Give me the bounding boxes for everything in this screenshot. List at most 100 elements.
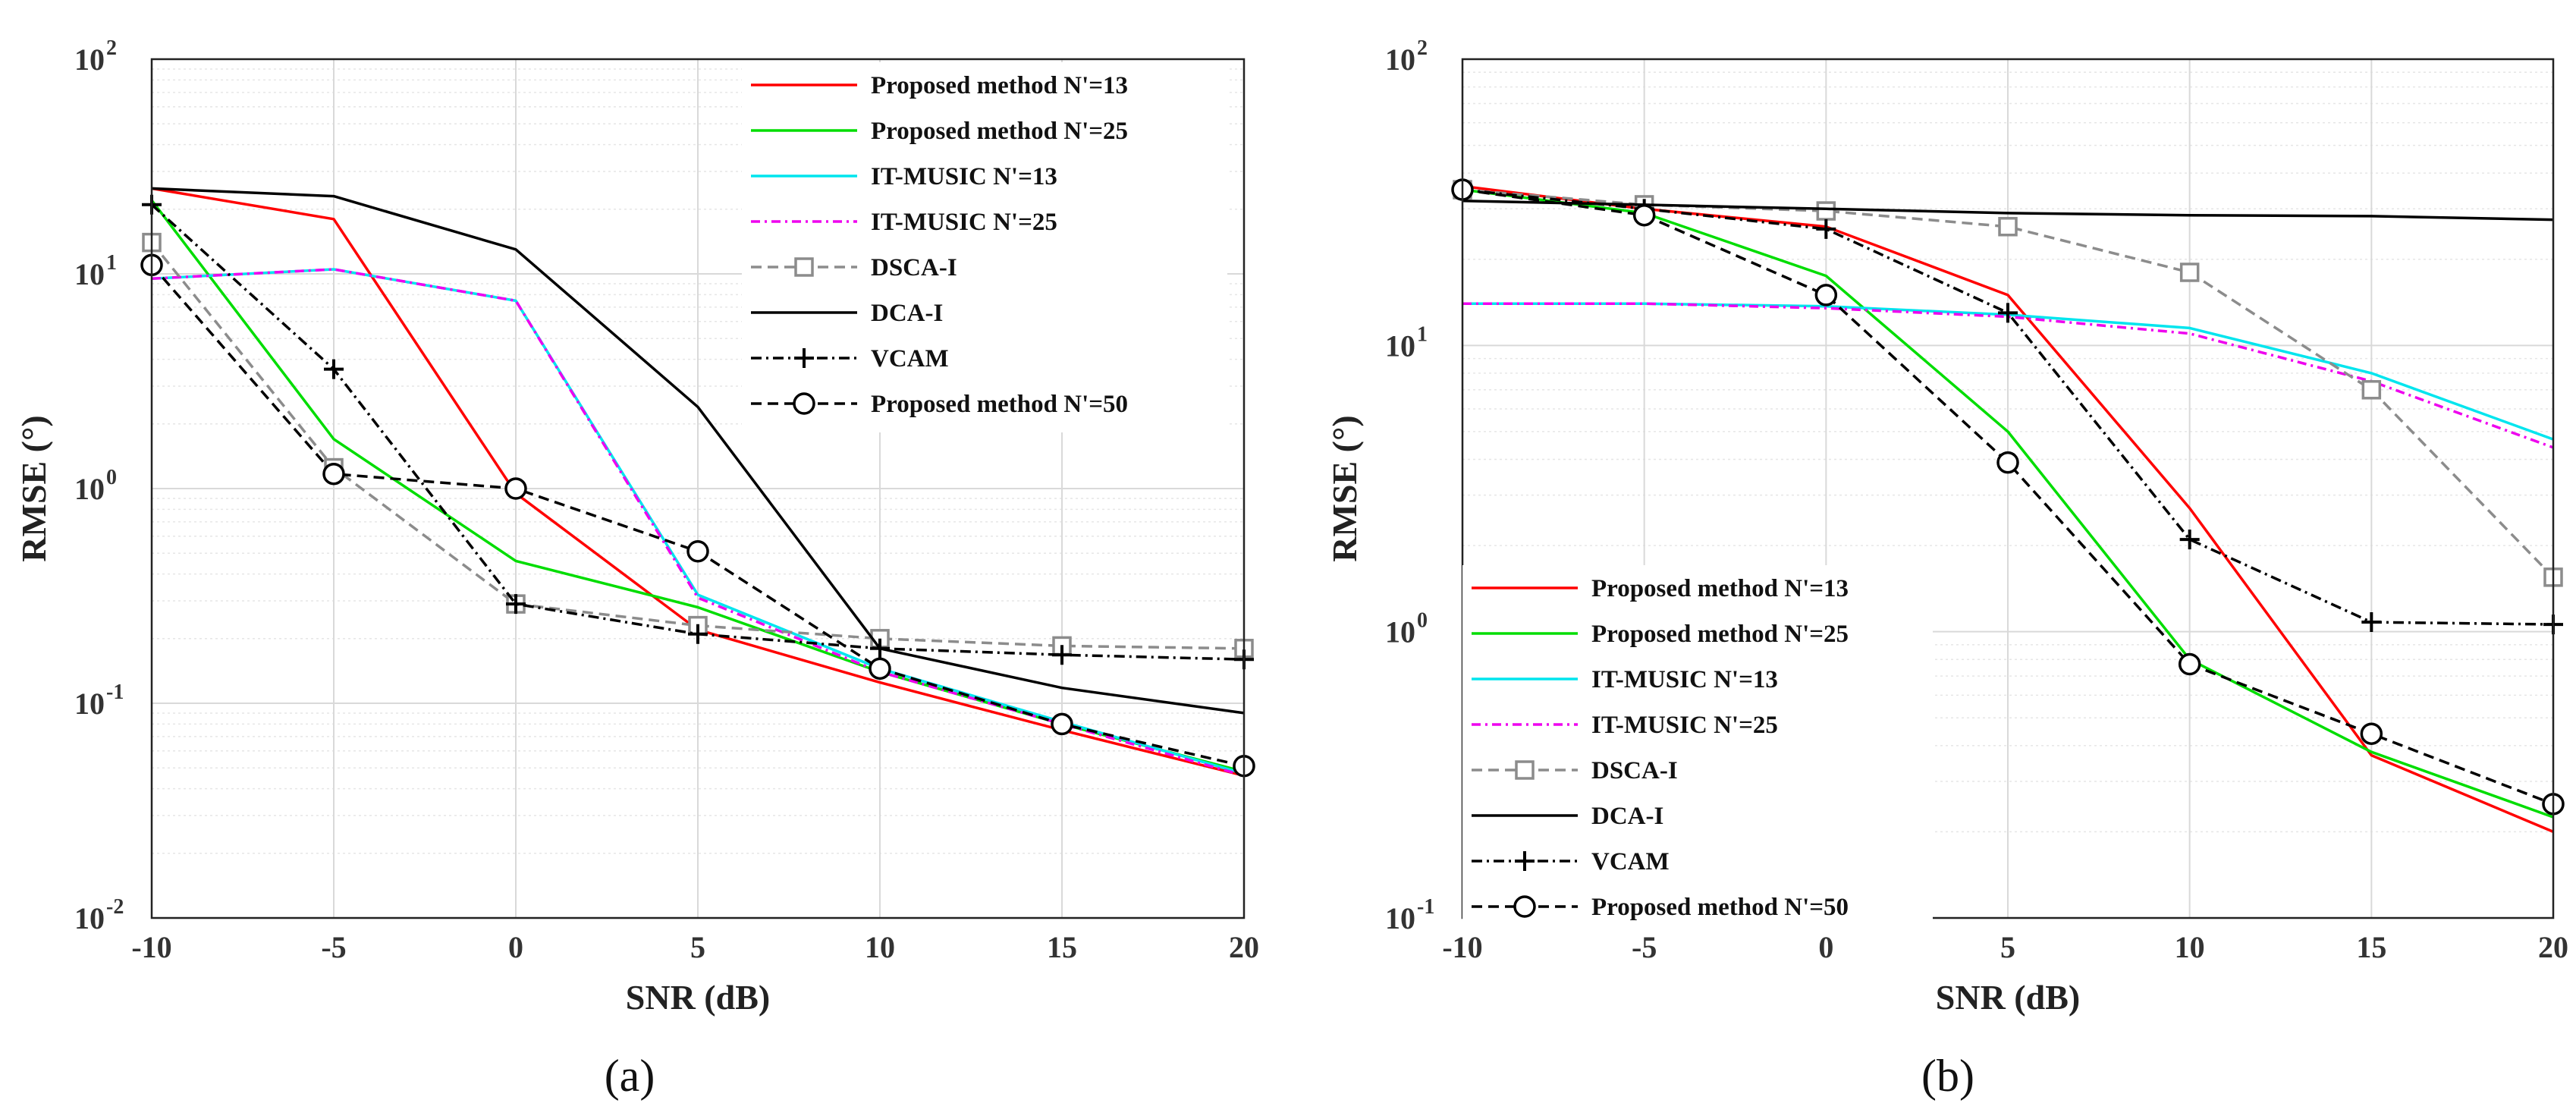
x-tick-label: 15 (1047, 930, 1077, 964)
data-point-marker (2179, 262, 2200, 282)
legend-entry-proposed-method-n-50: Proposed method N'=50 (751, 391, 1128, 418)
data-point-marker (2178, 652, 2201, 676)
y-tick-label-exponent: -1 (1417, 895, 1434, 919)
data-point-marker (324, 359, 344, 379)
y-axis-label: RMSE (°) (14, 415, 53, 561)
x-tick-label: 15 (2356, 930, 2386, 964)
x-tick-label: 20 (1229, 930, 1259, 964)
data-point-marker (686, 540, 709, 563)
legend-entry-proposed-method-n-13: Proposed method N'=13 (751, 72, 1128, 99)
y-tick-label-exponent: 1 (1417, 322, 1428, 346)
data-point-marker (1996, 451, 2019, 474)
legend-marker (1515, 760, 1535, 780)
legend-marker (1515, 851, 1535, 871)
x-tick-labels: -10 -5 0 5 10 15 20 (1442, 930, 2568, 964)
data-point-marker (1052, 645, 1072, 665)
legend-label: VCAM (1591, 848, 1670, 875)
data-point-marker (506, 594, 526, 615)
x-tick-label: 5 (2000, 930, 2015, 964)
legend-entry-proposed-method-n-25: Proposed method N'=25 (1472, 621, 1849, 648)
legend-label: IT-MUSIC N'=13 (1591, 666, 1778, 693)
y-tick-label-base: 10 (74, 472, 105, 506)
x-tick-label: -5 (1632, 930, 1657, 964)
axes-box (150, 58, 1246, 919)
y-tick-label-exponent: 2 (1417, 36, 1428, 60)
data-point-marker (1051, 712, 1073, 736)
caption-b: (b) (1921, 1051, 1974, 1101)
legend-entry-dsca-i: DSCA-I (751, 254, 957, 281)
y-tick-label-base: 10 (74, 901, 105, 935)
legend-entry-it-music-n-13: IT-MUSIC N'=13 (751, 163, 1057, 190)
y-tick-label-base: 10 (74, 42, 105, 77)
legend-label: Proposed method N'=50 (1591, 894, 1849, 921)
legend-marker (793, 392, 815, 415)
x-tick-label: 10 (2175, 930, 2205, 964)
legend-label: Proposed method N'=25 (1591, 621, 1849, 648)
y-tick-label-exponent: -2 (106, 895, 124, 919)
data-point-marker (2360, 722, 2383, 745)
legend-entry-dsca-i: DSCA-I (1472, 757, 1678, 784)
legend-label: DSCA-I (871, 254, 957, 281)
legend-label: Proposed method N'=50 (871, 391, 1128, 418)
legend-label: Proposed method N'=25 (871, 118, 1128, 145)
legend-background (742, 62, 1227, 432)
legend-marker (794, 348, 814, 368)
data-point-marker (1632, 203, 1656, 227)
legend-entry-dca-i: DCA-I (1472, 803, 1663, 830)
legend-label: IT-MUSIC N'=25 (871, 209, 1057, 236)
x-tick-labels: -10 -5 0 5 10 15 20 (131, 930, 1259, 964)
legend-entry-it-music-n-25: IT-MUSIC N'=25 (1472, 712, 1778, 739)
legend-label: IT-MUSIC N'=25 (1591, 712, 1778, 739)
series-dca-i (151, 187, 1245, 715)
legend-entry-vcam: VCAM (1472, 848, 1670, 875)
x-tick-label: 0 (508, 930, 523, 964)
x-tick-label: 0 (1818, 930, 1833, 964)
y-tick-label-exponent: 0 (106, 466, 117, 489)
legend-label: VCAM (871, 345, 949, 372)
legend-background (1462, 565, 1933, 935)
legend: Proposed method N'=13 Proposed method N'=… (1462, 565, 1933, 935)
x-axis-label: SNR (dB) (1936, 978, 2080, 1017)
x-tick-label: 10 (865, 930, 895, 964)
data-point-marker (2361, 380, 2382, 400)
y-tick-label-base: 10 (74, 687, 105, 721)
legend-label: DSCA-I (1591, 757, 1678, 784)
legend-entry-proposed-method-n-50: Proposed method N'=50 (1472, 894, 1849, 921)
data-point-marker (504, 477, 527, 500)
data-point-marker (870, 638, 890, 659)
legend-entry-it-music-n-13: IT-MUSIC N'=13 (1472, 666, 1778, 693)
data-point-marker (688, 624, 708, 644)
y-tick-label-base: 10 (1385, 328, 1415, 363)
legend-entry-vcam: VCAM (751, 345, 949, 372)
legend-label: Proposed method N'=13 (871, 72, 1128, 99)
data-point-marker (1816, 201, 1836, 221)
y-tick-label-exponent: -1 (106, 681, 124, 704)
data-point-marker (1998, 303, 2018, 323)
x-tick-label: -5 (321, 930, 346, 964)
y-tick-label-base: 10 (1385, 615, 1415, 649)
legend-label: DCA-I (871, 300, 943, 327)
y-tick-label-exponent: 1 (106, 251, 117, 275)
legend-marker (1513, 895, 1536, 918)
data-point-marker (2179, 530, 2200, 550)
y-tick-label-base: 10 (74, 257, 105, 291)
caption-a: (a) (605, 1051, 655, 1101)
legend-label: Proposed method N'=13 (1591, 575, 1849, 602)
legend-entry-proposed-method-n-25: Proposed method N'=25 (751, 118, 1128, 145)
series-line-dca-i (151, 187, 1245, 715)
data-point-marker (322, 462, 345, 486)
x-axis-label: SNR (dB) (626, 978, 770, 1017)
y-tick-label-base: 10 (1385, 901, 1415, 935)
x-tick-label: -10 (1442, 930, 1482, 964)
y-tick-label-base: 10 (1385, 42, 1415, 77)
legend: Proposed method N'=13 Proposed method N'=… (742, 62, 1227, 432)
data-point-marker (1998, 217, 2018, 237)
legend-entry-proposed-method-n-13: Proposed method N'=13 (1472, 575, 1849, 602)
x-tick-label: 5 (690, 930, 705, 964)
legend-marker (794, 257, 814, 277)
x-tick-label: -10 (131, 930, 171, 964)
data-point-marker (2361, 612, 2382, 633)
legend-label: IT-MUSIC N'=13 (871, 163, 1057, 190)
